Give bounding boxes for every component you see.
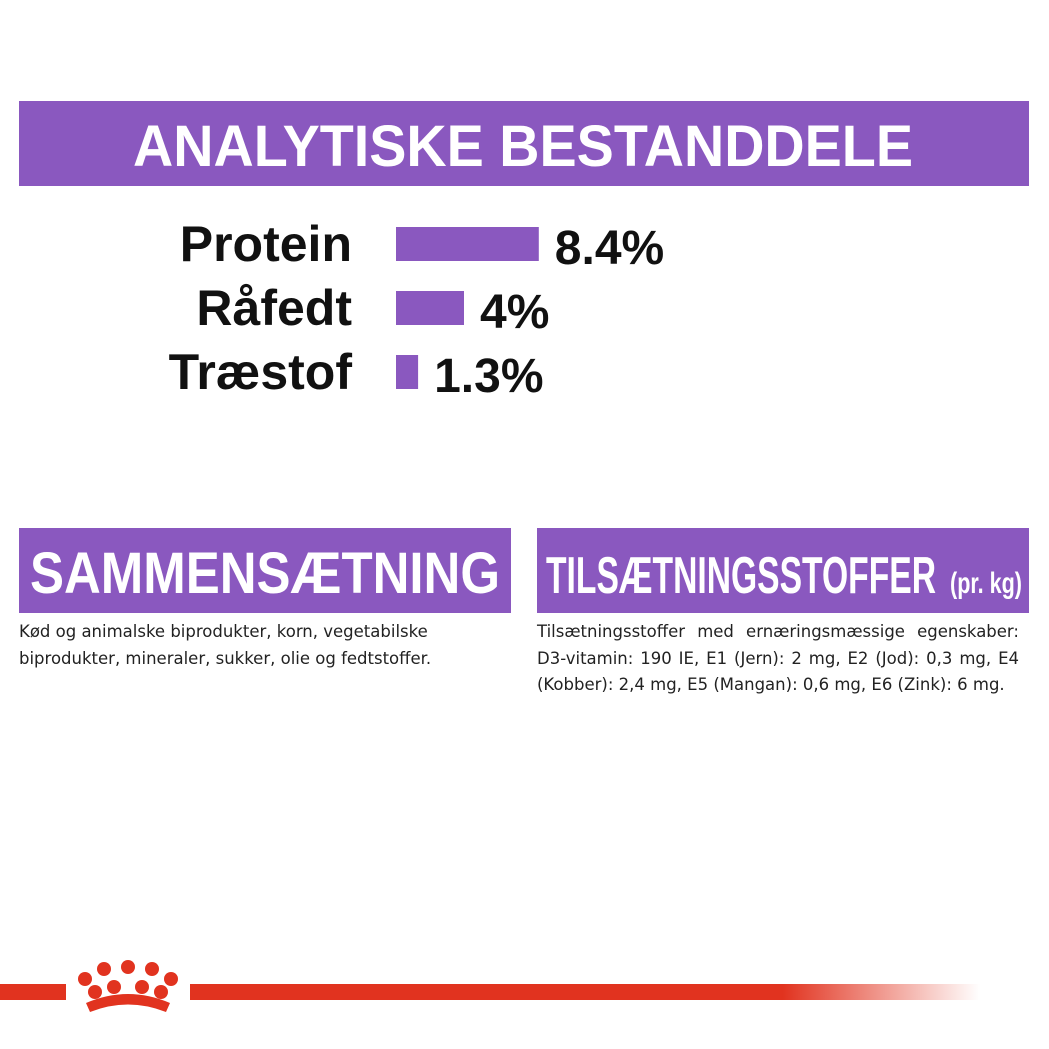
additives-band: [537, 528, 1029, 613]
line-left: [0, 984, 66, 1000]
bar: [396, 291, 464, 325]
item-name: Træstof: [169, 344, 353, 400]
bars: Protein 8.4% Råfedt 4% Træstof 1.3%: [169, 216, 665, 403]
composition-text: Kød og animalske biprodukter, korn, vege…: [19, 622, 432, 668]
item-name: Råfedt: [196, 280, 352, 336]
additives-text: Tilsætningsstoffer med ernæringsmæssige …: [537, 622, 1019, 694]
composition-title: SAMMENSÆTNING: [30, 541, 500, 606]
item-value: 4%: [480, 286, 549, 339]
bar: [396, 355, 419, 389]
composition-band: [19, 528, 511, 613]
additives-unit: (pr. kg): [950, 567, 1022, 600]
line-right: [190, 984, 980, 1000]
title: ANALYTISKE BESTANDDELE: [133, 114, 913, 179]
logo: [78, 960, 178, 1012]
item-value: 1.3%: [434, 350, 543, 403]
bar: [396, 227, 539, 261]
item-value: 8.4%: [555, 222, 664, 275]
title-band: [19, 101, 1029, 186]
additives-title: TILSÆTNINGSSTOFFER: [546, 547, 936, 605]
item-name: Protein: [180, 216, 352, 272]
